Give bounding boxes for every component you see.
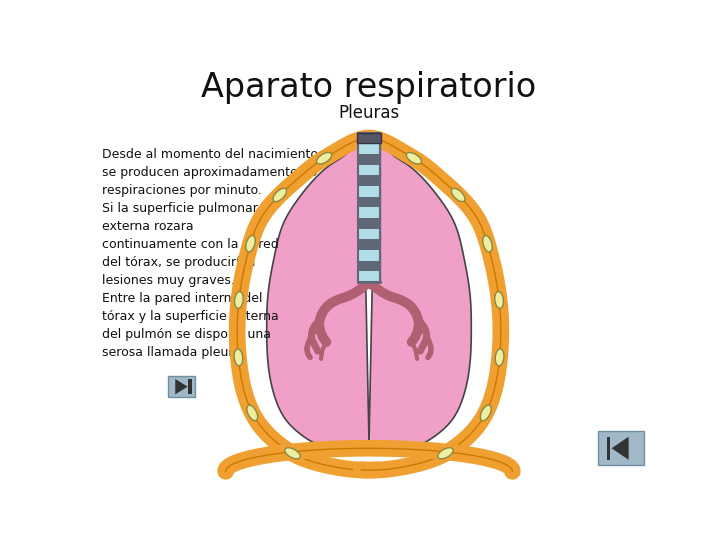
Polygon shape	[358, 261, 380, 271]
Ellipse shape	[480, 405, 491, 421]
Polygon shape	[358, 207, 380, 218]
Ellipse shape	[235, 292, 243, 308]
Polygon shape	[358, 165, 380, 176]
Ellipse shape	[495, 349, 504, 366]
Polygon shape	[358, 228, 380, 239]
Polygon shape	[358, 143, 380, 154]
Ellipse shape	[234, 349, 243, 366]
Polygon shape	[356, 132, 382, 143]
Text: Aparato respiratorio: Aparato respiratorio	[202, 71, 536, 104]
Ellipse shape	[247, 405, 258, 421]
Polygon shape	[175, 379, 188, 394]
Polygon shape	[598, 431, 644, 465]
Polygon shape	[358, 218, 380, 228]
Ellipse shape	[246, 235, 256, 252]
Ellipse shape	[317, 152, 332, 164]
Polygon shape	[369, 142, 472, 454]
Ellipse shape	[438, 448, 453, 459]
Polygon shape	[358, 132, 380, 282]
Ellipse shape	[285, 448, 300, 459]
Polygon shape	[358, 154, 380, 165]
Polygon shape	[358, 186, 380, 197]
Ellipse shape	[273, 188, 287, 201]
Polygon shape	[168, 376, 195, 397]
Polygon shape	[189, 379, 192, 394]
Ellipse shape	[482, 235, 492, 252]
Polygon shape	[266, 142, 369, 454]
Polygon shape	[358, 176, 380, 186]
Polygon shape	[611, 437, 629, 460]
Text: Pleuras: Pleuras	[338, 104, 400, 122]
Polygon shape	[607, 437, 610, 460]
Ellipse shape	[451, 188, 465, 201]
Text: Desde al momento del nacimiento
se producen aproximadamente 20
respiraciones por: Desde al momento del nacimiento se produ…	[102, 148, 318, 359]
Ellipse shape	[495, 292, 503, 308]
Polygon shape	[358, 271, 380, 282]
Polygon shape	[358, 239, 380, 250]
Ellipse shape	[406, 152, 421, 164]
Polygon shape	[358, 197, 380, 207]
Polygon shape	[358, 132, 380, 143]
Polygon shape	[358, 250, 380, 261]
